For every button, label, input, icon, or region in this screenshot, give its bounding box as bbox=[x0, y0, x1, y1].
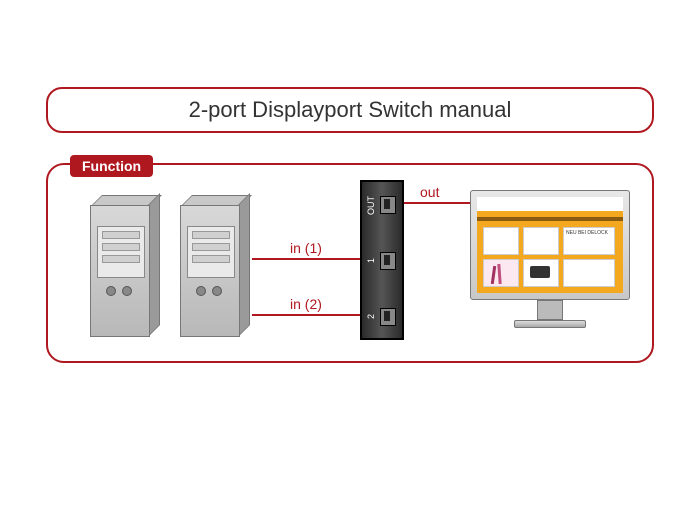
function-tab-label: Function bbox=[82, 158, 141, 174]
monitor-base bbox=[514, 320, 586, 328]
switch-port-out: OUT bbox=[362, 196, 402, 214]
monitor-screen: NEU BEI DELOCK bbox=[477, 197, 623, 293]
switch-port-label: 2 bbox=[366, 314, 376, 319]
displayport-icon bbox=[380, 252, 396, 270]
monitor-stand bbox=[537, 300, 563, 320]
monitor-frame: NEU BEI DELOCK bbox=[470, 190, 630, 300]
title-text: 2-port Displayport Switch manual bbox=[189, 97, 512, 123]
wire-in1 bbox=[252, 258, 360, 260]
displayport-icon bbox=[380, 308, 396, 326]
switch-port-1: 1 bbox=[362, 252, 402, 270]
title-box: 2-port Displayport Switch manual bbox=[46, 87, 654, 133]
switch-port-label: 1 bbox=[366, 258, 376, 263]
wire-in2 bbox=[252, 314, 360, 316]
pc-tower-2 bbox=[180, 195, 250, 335]
monitor-screen-text: NEU BEI DELOCK bbox=[566, 230, 608, 236]
wire-label: in (2) bbox=[290, 296, 322, 312]
switch-port-2: 2 bbox=[362, 308, 402, 326]
wire-out bbox=[404, 202, 470, 204]
wire-label: out bbox=[420, 184, 439, 200]
monitor: NEU BEI DELOCK bbox=[470, 190, 630, 328]
switch-port-label: OUT bbox=[366, 196, 376, 215]
function-tab: Function bbox=[70, 155, 153, 177]
pc-tower-1 bbox=[90, 195, 160, 335]
switch-device: OUT 1 2 bbox=[360, 180, 404, 340]
wire-label: in (1) bbox=[290, 240, 322, 256]
displayport-icon bbox=[380, 196, 396, 214]
